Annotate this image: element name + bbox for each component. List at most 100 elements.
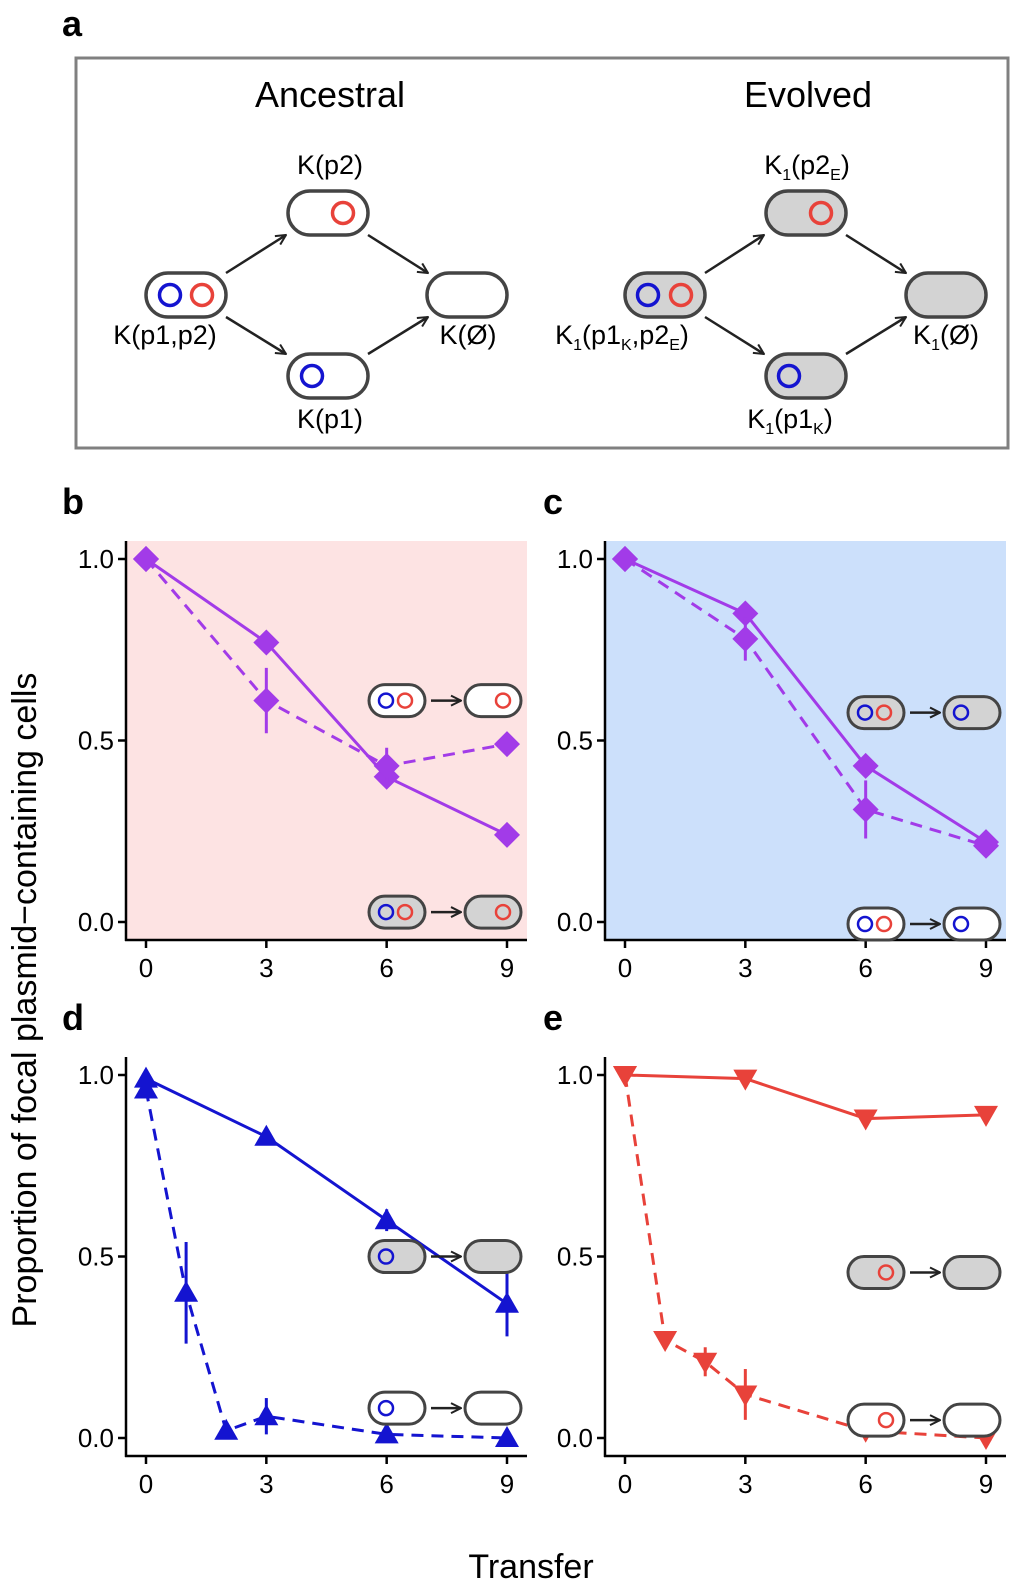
label-evolved-p1: K1(p1K) xyxy=(747,404,833,438)
legend-item-solid xyxy=(367,894,523,930)
data-point-dashed xyxy=(852,796,879,823)
data-point-dashed xyxy=(732,625,759,652)
series-line-dashed xyxy=(144,558,508,768)
label-ancestral-both: K(p1,p2) xyxy=(113,320,217,350)
legend-cell-icon xyxy=(846,1254,906,1290)
evolved-cell-both xyxy=(623,271,707,319)
legend-item-solid xyxy=(367,1239,523,1274)
x-tick-label: 3 xyxy=(259,1469,273,1499)
y-tick-label: 1.0 xyxy=(78,1060,114,1090)
p2-plasmid-icon xyxy=(875,915,893,933)
ancestral-cell-empty xyxy=(425,271,509,319)
p2-plasmid-icon xyxy=(494,692,512,709)
data-point-dashed xyxy=(134,1077,158,1099)
evolved-cell-p1 xyxy=(764,352,848,400)
evolved-cell-p2 xyxy=(764,189,848,237)
legend-cell-icon xyxy=(463,1239,523,1274)
y-tick-label: 0.0 xyxy=(78,907,114,937)
arrow-ancestral-2 xyxy=(225,315,286,354)
x-tick-label: 9 xyxy=(979,1469,993,1499)
plot-background xyxy=(605,1057,1006,1456)
legend-item-dashed xyxy=(367,1390,523,1426)
data-point-dashed xyxy=(612,546,638,572)
data-point-solid xyxy=(495,1291,519,1313)
x-tick-label: 6 xyxy=(858,1469,872,1499)
data-point-dashed xyxy=(374,1422,399,1444)
chart-panel-e: e 0.0 0.5 1.0 0 3 6 9 xyxy=(543,997,1006,1499)
x-tick-label: 9 xyxy=(500,953,514,983)
data-point-solid xyxy=(374,1208,399,1230)
plot-background xyxy=(126,541,527,940)
label-evolved-p2: K1(p2E) xyxy=(764,150,850,184)
y-tick-label: 1.0 xyxy=(557,1060,593,1090)
chart-panel-d: d 0.0 0.5 1.0 0 3 6 9 xyxy=(62,997,527,1499)
label-evolved-both: K1(p1K,p2E) xyxy=(555,320,689,354)
legend-cell-icon xyxy=(942,906,1002,942)
x-tick-label: 0 xyxy=(618,1469,632,1499)
data-point-solid xyxy=(254,1124,279,1146)
p1-plasmid-icon xyxy=(856,704,874,721)
y-tick-label: 0.0 xyxy=(78,1423,114,1453)
data-point-solid xyxy=(853,1109,878,1131)
legend-cell-icon xyxy=(463,894,523,930)
p1-plasmid-icon xyxy=(952,915,970,933)
plot-panels: b 0.0 0.5 1.0 0 3 6 9 c 0.0 0.5 1.0 0 3 6 9 d 0.0 0.5 1.0 0 3… xyxy=(62,481,1006,1499)
data-point-solid xyxy=(733,1069,758,1091)
p2-plasmid-icon xyxy=(875,704,893,721)
series-line-solid xyxy=(145,1077,508,1305)
data-point-dashed xyxy=(653,1330,678,1352)
y-tick-label: 0.5 xyxy=(78,726,114,756)
panel-letter-b: b xyxy=(62,481,84,522)
data-point-dashed xyxy=(253,687,280,714)
chart-panel-b: b 0.0 0.5 1.0 0 3 6 9 xyxy=(62,481,527,983)
legend-cell-icon xyxy=(463,1390,523,1426)
arrow-ancestral-3 xyxy=(367,233,428,273)
arrow-ancestral-1 xyxy=(225,235,286,275)
data-point-dashed xyxy=(254,1404,279,1426)
legend-cell-icon xyxy=(942,1254,1002,1290)
arrow-evolved-4 xyxy=(845,317,906,356)
arrow-ancestral-4 xyxy=(367,317,428,356)
legend-cell-icon xyxy=(846,1402,906,1438)
arrow-evolved-2 xyxy=(704,315,764,354)
p1-plasmid-icon xyxy=(377,903,395,921)
data-point-dashed xyxy=(613,1066,637,1087)
x-tick-label: 0 xyxy=(139,1469,153,1499)
y-tick-label: 1.0 xyxy=(78,544,114,574)
y-tick-label: 0.0 xyxy=(557,907,593,937)
p1-plasmid-icon xyxy=(377,692,395,709)
data-point-dashed xyxy=(214,1418,239,1440)
ancestral-cell-both xyxy=(144,271,228,319)
p1-plasmid-icon xyxy=(377,1248,395,1265)
ancestral-cell-p1 xyxy=(286,352,370,400)
legend-cell-icon xyxy=(942,1402,1002,1438)
data-point-dashed xyxy=(133,546,159,572)
ancestral-title: Ancestral xyxy=(255,74,405,115)
x-tick-label: 6 xyxy=(379,953,393,983)
p1-plasmid-icon xyxy=(952,704,970,721)
series-line-solid xyxy=(145,557,508,837)
legend-cell-icon xyxy=(367,1239,427,1274)
label-evolved-none: K1(Ø) xyxy=(913,320,979,354)
y-axis-title: Proportion of focal plasmid−containing c… xyxy=(6,673,44,1328)
p2-plasmid-icon xyxy=(877,1264,895,1281)
series-line-dashed xyxy=(624,557,987,848)
y-tick-label: 0.5 xyxy=(557,1242,593,1272)
label-ancestral-p2: K(p2) xyxy=(297,150,363,180)
evolved-title: Evolved xyxy=(744,74,872,115)
plot-background xyxy=(605,541,1006,940)
series-line-solid xyxy=(624,557,987,844)
data-point-dashed xyxy=(733,1385,758,1407)
x-axis-title: Transfer xyxy=(468,1548,593,1586)
x-tick-label: 9 xyxy=(979,953,993,983)
series-line-solid xyxy=(624,1073,987,1121)
data-point-dashed xyxy=(693,1352,718,1374)
label-ancestral-p1: K(p1) xyxy=(297,404,363,434)
evolved-cell-empty xyxy=(904,271,988,319)
data-point-dashed xyxy=(973,832,999,859)
data-point-dashed xyxy=(495,1426,519,1447)
panel-letter-d: d xyxy=(62,997,84,1038)
x-tick-label: 6 xyxy=(858,953,872,983)
data-point-dashed xyxy=(174,1280,199,1302)
